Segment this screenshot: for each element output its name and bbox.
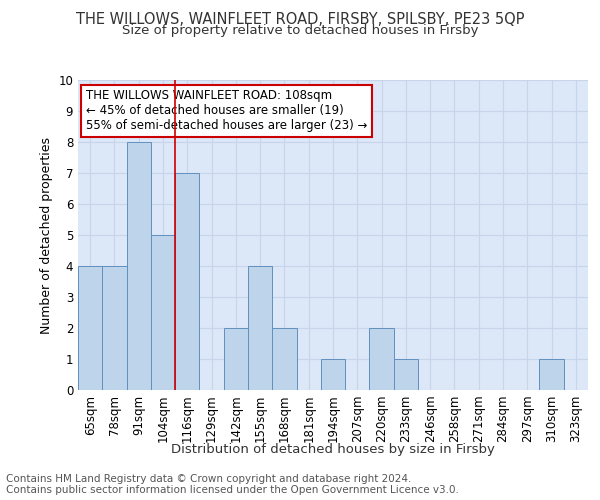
Text: Contains public sector information licensed under the Open Government Licence v3: Contains public sector information licen… — [6, 485, 459, 495]
Bar — [539, 359, 564, 390]
Text: THE WILLOWS WAINFLEET ROAD: 108sqm
← 45% of detached houses are smaller (19)
55%: THE WILLOWS WAINFLEET ROAD: 108sqm ← 45%… — [86, 90, 367, 132]
Text: Size of property relative to detached houses in Firsby: Size of property relative to detached ho… — [122, 24, 478, 37]
Text: Distribution of detached houses by size in Firsby: Distribution of detached houses by size … — [171, 442, 495, 456]
Bar — [370, 328, 394, 390]
Y-axis label: Number of detached properties: Number of detached properties — [40, 136, 53, 334]
Bar — [102, 266, 127, 390]
Bar — [394, 359, 418, 390]
Bar — [321, 359, 345, 390]
Bar — [127, 142, 151, 390]
Text: THE WILLOWS, WAINFLEET ROAD, FIRSBY, SPILSBY, PE23 5QP: THE WILLOWS, WAINFLEET ROAD, FIRSBY, SPI… — [76, 12, 524, 28]
Bar — [175, 173, 199, 390]
Bar — [78, 266, 102, 390]
Text: Contains HM Land Registry data © Crown copyright and database right 2024.: Contains HM Land Registry data © Crown c… — [6, 474, 412, 484]
Bar — [272, 328, 296, 390]
Bar — [151, 235, 175, 390]
Bar — [224, 328, 248, 390]
Bar — [248, 266, 272, 390]
